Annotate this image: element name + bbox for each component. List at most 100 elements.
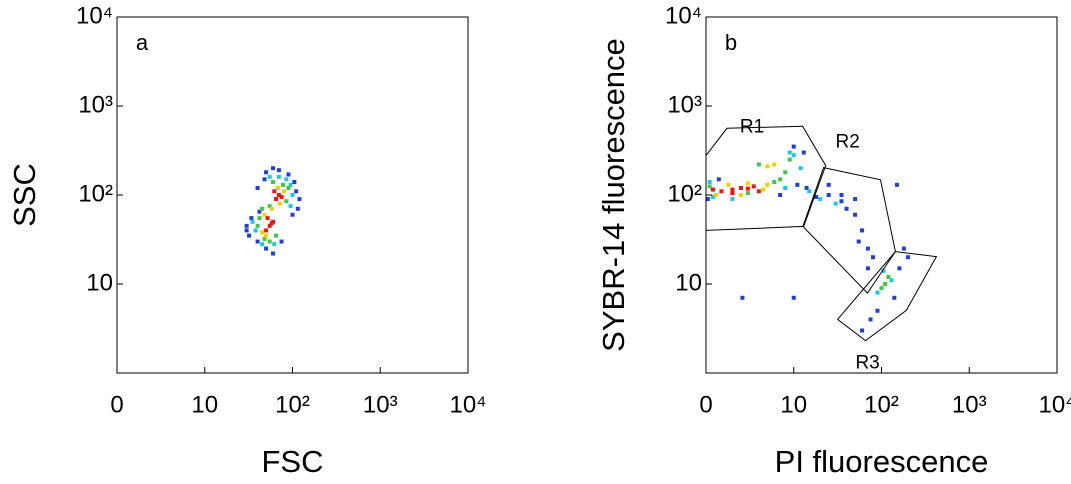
point [839, 199, 844, 204]
point [901, 246, 906, 251]
point [707, 179, 712, 184]
point [269, 206, 274, 211]
gate [802, 167, 896, 294]
panel-label: a [136, 30, 149, 55]
y-axis-title: SYBR-14 fluorescence [596, 38, 631, 352]
point [730, 191, 735, 196]
point [791, 295, 796, 300]
point [814, 194, 819, 199]
point [804, 185, 809, 190]
point [267, 204, 272, 209]
point [826, 182, 831, 187]
point [778, 177, 783, 182]
point [294, 189, 299, 194]
point [801, 150, 806, 155]
point [791, 144, 796, 149]
point [269, 221, 274, 226]
gate-label: R2 [835, 132, 859, 153]
point [844, 206, 849, 211]
gate [705, 125, 827, 231]
y-tick-label: 10 [675, 269, 702, 296]
point [247, 233, 252, 238]
x-tick-label: 10² [864, 391, 899, 418]
point [870, 255, 875, 260]
point [244, 228, 249, 233]
point [284, 199, 289, 204]
x-tick-label: 10 [191, 391, 218, 418]
point [865, 266, 870, 271]
point [865, 246, 870, 251]
point [276, 193, 281, 197]
y-tick-label: 10² [667, 180, 702, 207]
point [875, 290, 880, 295]
point [264, 246, 269, 251]
point [798, 166, 803, 171]
y-tick-label: 10³ [667, 91, 702, 118]
point [860, 228, 865, 233]
point [868, 317, 873, 322]
point [262, 212, 267, 217]
x-tick-label: 10 [780, 391, 807, 418]
point [818, 197, 823, 202]
point [267, 223, 272, 228]
point [889, 278, 894, 283]
point [250, 219, 255, 224]
point [281, 182, 286, 187]
y-tick-label: 10² [78, 180, 113, 207]
point [879, 286, 884, 291]
point [292, 179, 297, 184]
point [905, 255, 910, 260]
point [264, 233, 269, 238]
point [716, 177, 721, 182]
y-tick-label: 10⁴ [665, 2, 702, 29]
point [765, 182, 770, 187]
point [286, 172, 291, 177]
point [738, 185, 743, 190]
x-tick-label: 10³ [952, 391, 987, 418]
point [264, 228, 269, 233]
point [881, 268, 886, 273]
point [277, 201, 282, 206]
gate-label: R3 [855, 352, 879, 373]
point [260, 242, 265, 247]
point [897, 266, 902, 271]
y-axis-title: SSC [7, 163, 42, 227]
point [279, 239, 284, 244]
point [276, 174, 281, 179]
point [267, 174, 272, 179]
point [288, 182, 293, 187]
x-tick-label: 0 [699, 391, 712, 418]
point [745, 181, 750, 186]
x-tick-label: 10² [275, 391, 310, 418]
y-tick-label: 10⁴ [76, 2, 113, 29]
point [257, 216, 262, 221]
y-tick-label: 10³ [78, 91, 113, 118]
point [274, 233, 279, 238]
point [787, 157, 792, 162]
point [272, 189, 277, 194]
point [751, 184, 756, 189]
point [730, 197, 735, 202]
panel-label: b [725, 30, 737, 55]
x-tick-label: 0 [110, 391, 123, 418]
point [267, 239, 272, 244]
point [807, 189, 812, 194]
point [257, 209, 262, 214]
point [284, 177, 289, 182]
point [288, 204, 293, 209]
point [726, 182, 731, 187]
point [295, 206, 300, 211]
point [860, 328, 865, 333]
point [274, 197, 279, 202]
point [253, 228, 258, 233]
point [778, 193, 783, 197]
point [875, 308, 880, 313]
point [271, 179, 276, 184]
point [249, 216, 254, 221]
gate-label: R1 [740, 117, 764, 138]
point [740, 295, 745, 300]
x-axis-title: PI fluorescence [775, 444, 989, 479]
point [791, 153, 796, 158]
point [745, 186, 750, 191]
